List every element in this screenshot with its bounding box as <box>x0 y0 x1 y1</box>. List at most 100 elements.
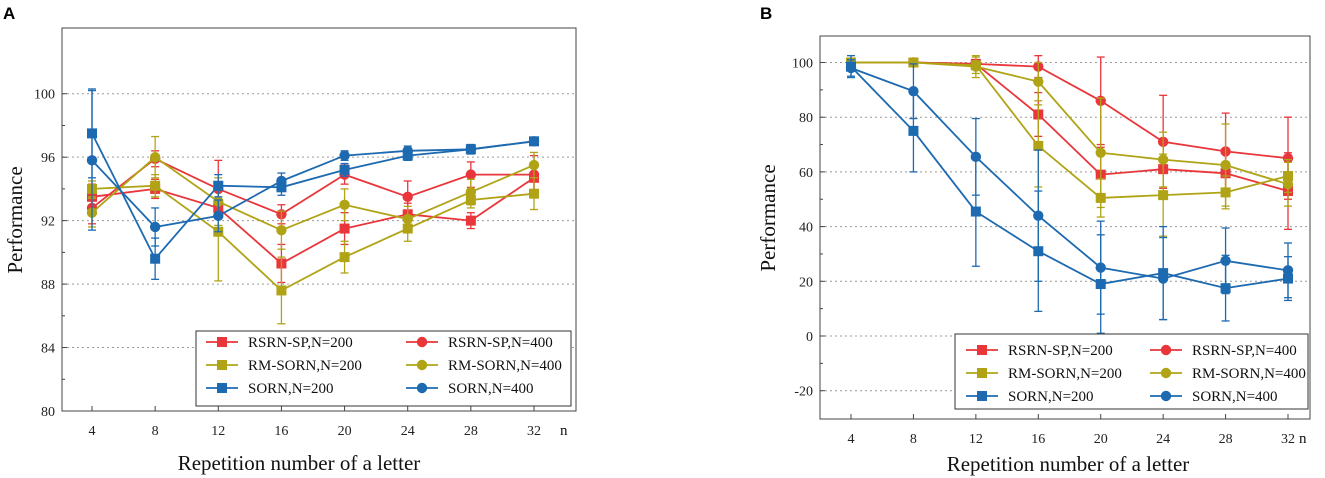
panel-a-legend-label: RM-SORN,N=400 <box>448 358 562 374</box>
panel-a-series-3 <box>86 135 540 250</box>
panel-b-y-tick-label: 40 <box>799 221 813 236</box>
panel-b-y-tick-label: 60 <box>799 166 813 181</box>
panel-a-x-axis-title: Repetition number of a letter <box>178 451 421 475</box>
panel-a-series <box>86 88 540 325</box>
panel-b-data-point <box>1033 140 1044 151</box>
panel-a-y-tick-label: 80 <box>41 405 55 420</box>
panel-a-y-axis-title: Performance <box>3 166 27 273</box>
panel-b-x-tick-label: 32 <box>1281 432 1295 447</box>
panel-b-legend-marker <box>1160 344 1172 356</box>
panel-b-data-point <box>970 206 981 217</box>
panel-b-ticks: -20 0 20 40 60 80 100 4 8 12 16 20 24 28 32 <box>792 57 1295 448</box>
panel-a-legend: RSRN-SP,N=200 RSRN-SP,N=400 RM-SORN,N=200 R… <box>195 330 572 407</box>
panel-b-legend-label: RSRN-SP,N=200 <box>1008 343 1113 359</box>
panel-b-x-tick-label: 4 <box>848 432 855 447</box>
panel-b-y-tick-label: 80 <box>799 111 813 126</box>
panel-a-y-tick-label: 96 <box>41 151 55 166</box>
panel-b-x-tick-label: 28 <box>1219 432 1233 447</box>
panel-b-x-tick-label: 20 <box>1094 432 1108 447</box>
panel-a-x-tick-label: 4 <box>89 424 96 439</box>
panel-a-legend-marker <box>416 359 428 371</box>
panel-a-legend-label: RSRN-SP,N=200 <box>248 335 353 351</box>
panel-a-series-line <box>91 140 535 228</box>
panel-a-x-tick-label: 24 <box>401 424 415 439</box>
panel-b-y-tick-label: -20 <box>794 385 813 400</box>
panel-b-plot-frame <box>819 35 1311 420</box>
panel-a-x-tick-label: 12 <box>211 424 225 439</box>
panel-b-x-unit-label: n <box>1299 431 1307 447</box>
panel-b-data-point <box>1158 190 1169 201</box>
panel-a-series-5 <box>86 89 540 247</box>
panel-b-legend-marker <box>1160 367 1172 379</box>
panel-a-data-point <box>213 180 224 191</box>
panel-b-data-point <box>1157 154 1169 165</box>
panel-b: B -20 0 20 40 60 80 100 4 8 12 16 20 24 28 32 n Repeti… <box>756 4 1311 476</box>
panel-b-series <box>845 55 1294 334</box>
panel-b-data-point <box>1033 210 1044 221</box>
panel-a-data-point <box>339 164 350 175</box>
panel-b-data-point <box>970 61 982 72</box>
panel-b-data-point <box>1220 255 1231 266</box>
panel-a-y-tick-label: 100 <box>34 88 55 103</box>
panel-a-x-unit-label: n <box>560 423 568 439</box>
panel-b-legend-marker <box>1160 390 1172 402</box>
panel-b-legend-label: RM-SORN,N=200 <box>1008 366 1122 382</box>
panel-b-series-line <box>851 61 1289 186</box>
panel-b-y-tick-label: 20 <box>799 275 813 290</box>
panel-b-series-3 <box>845 55 1294 209</box>
panel-a-legend-marker <box>416 382 428 394</box>
panel-a-data-point <box>339 252 350 263</box>
panel-a-ticks: 80 84 88 92 96 100 4 8 12 16 20 24 28 32 <box>34 88 541 439</box>
panel-a-data-point <box>339 223 350 234</box>
panel-b-legend-marker <box>977 391 987 401</box>
panel-b-y-axis-title: Performance <box>756 164 780 271</box>
panel-a-data-point <box>402 191 413 203</box>
panel-a-data-point <box>150 180 161 191</box>
panel-a-data-point <box>86 155 98 166</box>
panel-a-data-point <box>465 144 477 155</box>
panel-a-y-tick-label: 92 <box>41 215 55 230</box>
panel-b-data-point <box>908 86 919 97</box>
panel-a-y-tick-label: 84 <box>41 342 55 357</box>
panel-b-legend-box <box>954 333 1309 410</box>
panel-a-data-point <box>213 210 224 222</box>
panel-b-x-tick-label: 8 <box>910 432 917 447</box>
panel-b-data-point <box>1220 159 1231 171</box>
panel-b-legend-label: SORN,N=200 <box>1008 389 1094 405</box>
panel-b-series-line <box>850 67 1289 280</box>
panel-a-data-point <box>149 221 161 233</box>
panel-b-data-point <box>1095 147 1106 158</box>
panel-b-data-point <box>908 125 919 136</box>
panel-a-data-point <box>402 213 413 225</box>
panel-b-y-tick-label: 0 <box>806 330 813 345</box>
panel-a-data-point <box>339 199 350 210</box>
panel-a-data-point <box>150 253 161 264</box>
panel-a-data-point <box>465 215 476 226</box>
panel-a-legend-label: SORN,N=400 <box>448 381 534 397</box>
panel-b-data-point <box>845 62 857 74</box>
panel-b-data-point <box>970 151 982 163</box>
panel-a-series-line <box>91 156 535 232</box>
panel-b-data-point <box>1282 153 1294 164</box>
panel-b-x-tick-label: 24 <box>1156 432 1170 447</box>
panel-b-x-tick-label: 16 <box>1031 432 1045 447</box>
panel-a-label: A <box>3 4 15 23</box>
panel-b-legend-label: RSRN-SP,N=400 <box>1192 343 1297 359</box>
panel-b-data-point <box>1282 265 1294 276</box>
panel-a-data-point <box>465 186 477 198</box>
panel-b-legend-label: RM-SORN,N=400 <box>1192 366 1306 382</box>
panel-b-data-point <box>1095 262 1106 273</box>
panel-a-legend-label: SORN,N=200 <box>248 381 334 397</box>
panel-a-data-point <box>528 159 540 171</box>
panel-b-data-point <box>1033 76 1044 87</box>
panel-b-legend-marker <box>977 368 987 378</box>
panel-a-x-tick-label: 28 <box>464 424 478 439</box>
panel-b-data-point <box>1282 179 1294 190</box>
panel-a-legend-marker <box>217 337 227 347</box>
panel-a-legend-label: RSRN-SP,N=400 <box>448 335 553 351</box>
panel-a-data-point <box>149 151 161 163</box>
panel-a-plot-frame <box>61 27 577 412</box>
panel-a-data-point <box>529 188 539 199</box>
panel-a-legend-marker <box>416 336 428 348</box>
